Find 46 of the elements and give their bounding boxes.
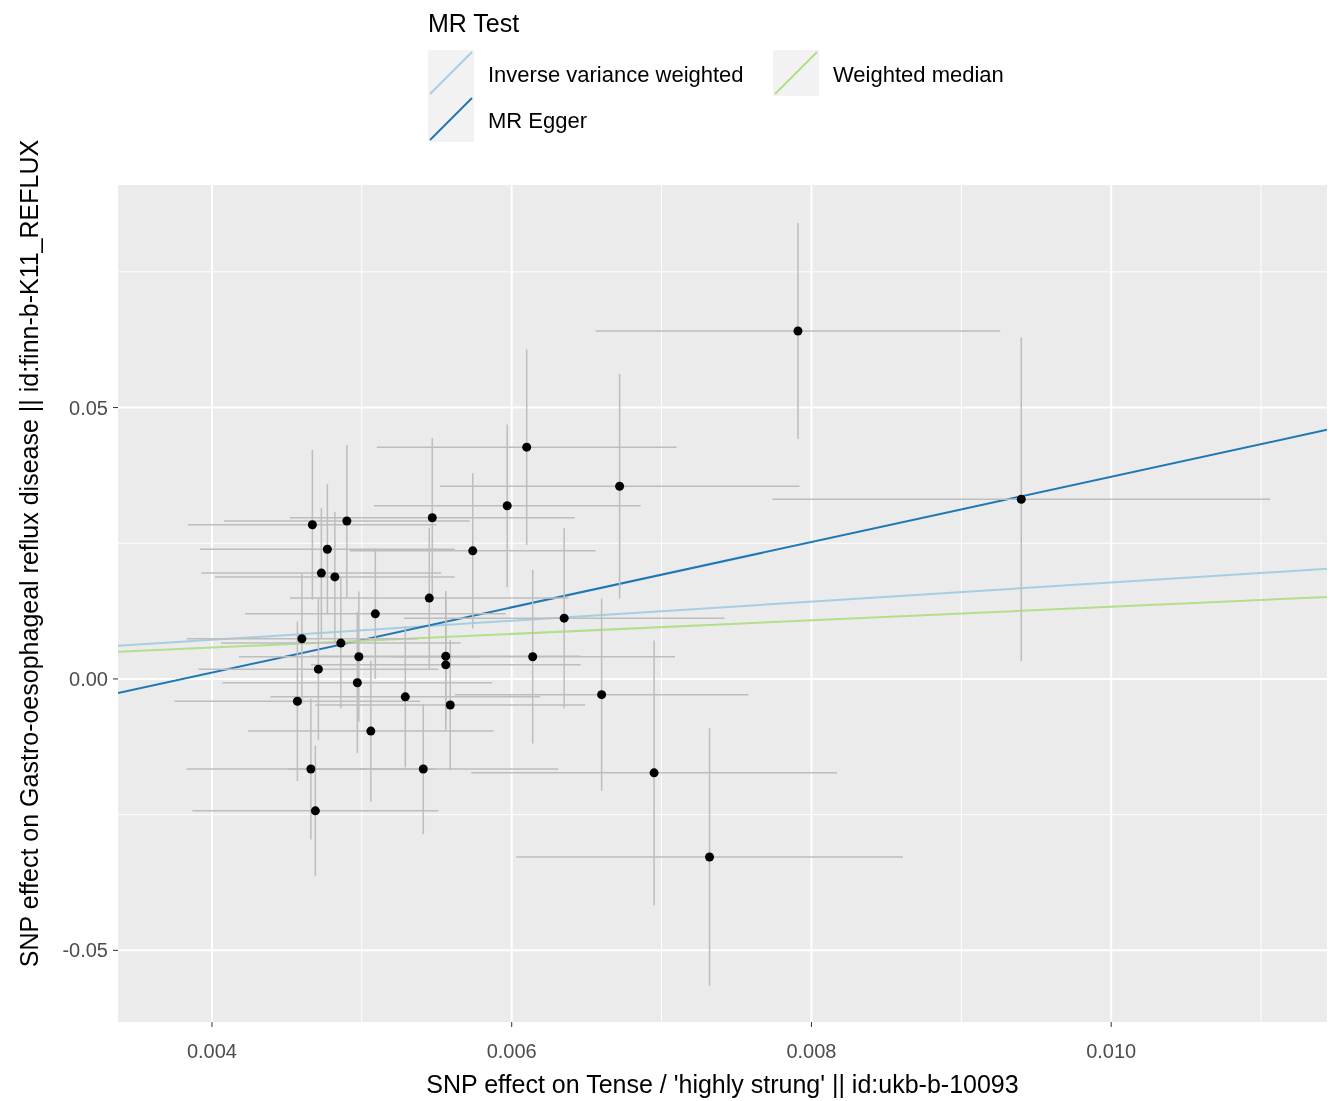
point [445, 700, 455, 710]
point [310, 806, 320, 816]
point [615, 481, 625, 491]
point [559, 613, 569, 623]
point [441, 651, 451, 661]
point [342, 516, 352, 526]
point [354, 652, 364, 662]
x-tick-label: 0.004 [186, 1040, 237, 1062]
point [441, 660, 451, 670]
point [1016, 494, 1026, 504]
point [366, 726, 376, 736]
y-tick-label: 0.00 [69, 667, 108, 690]
point [793, 326, 803, 336]
point [322, 544, 332, 554]
point [649, 768, 659, 778]
x-axis-title: SNP effect on Tense / 'highly strung' || id:ukb-b-10093 [426, 1070, 1019, 1098]
point [370, 609, 380, 619]
legend-label: MR Egger [488, 107, 588, 133]
legend-label: Weighted median [833, 61, 1004, 87]
point [427, 513, 437, 523]
point [352, 678, 362, 688]
point [522, 442, 532, 452]
y-axis-title: SNP effect on Gastro-oesophageal reflux disease || id:finn-b-K11_REFLUX [15, 139, 43, 968]
point [424, 593, 434, 603]
point [330, 572, 340, 582]
x-tick-label: 0.010 [1086, 1040, 1137, 1062]
point [297, 634, 307, 644]
point [528, 652, 538, 662]
legend-label: Inverse variance weighted [488, 61, 744, 87]
point [597, 690, 607, 700]
point [306, 764, 316, 774]
point [418, 764, 428, 774]
point [336, 638, 346, 648]
point [307, 520, 317, 530]
point [313, 664, 323, 674]
point [468, 546, 478, 556]
y-tick-label: -0.05 [62, 939, 108, 962]
x-tick-label: 0.006 [486, 1040, 537, 1062]
point [705, 852, 715, 862]
point [292, 696, 302, 706]
x-tick-label: 0.008 [786, 1040, 837, 1062]
point [400, 692, 410, 702]
point [502, 501, 512, 511]
y-tick-label: 0.05 [69, 396, 108, 419]
legend-title: MR Test [428, 9, 520, 37]
point [316, 568, 326, 578]
